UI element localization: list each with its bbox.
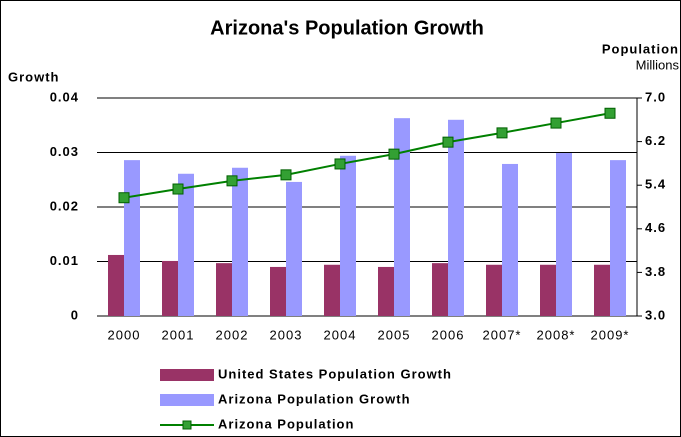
x-tick-label: 2008* <box>537 327 576 342</box>
bar <box>540 264 556 316</box>
bar <box>108 254 124 316</box>
x-tick-label: 2001 <box>162 327 195 342</box>
y2-tick-label: 4.6 <box>645 220 666 235</box>
bar <box>432 263 448 316</box>
legend-label: Arizona Population <box>218 416 354 431</box>
y-tick-label: 0 <box>71 307 79 322</box>
bar <box>270 266 286 316</box>
legend-marker <box>182 420 192 430</box>
bar <box>610 160 626 316</box>
line-marker <box>118 192 130 204</box>
chart-title: Arizona's Population Growth <box>210 17 484 39</box>
line-marker <box>388 148 400 160</box>
y-axis-title: Growth <box>8 69 60 84</box>
line-marker <box>172 183 184 195</box>
x-tick-label: 2002 <box>216 327 249 342</box>
bar <box>232 167 248 316</box>
legend-label: Arizona Population Growth <box>218 391 411 406</box>
bar <box>394 118 410 316</box>
line-marker <box>604 107 616 119</box>
y2-tick-label: 5.4 <box>645 177 666 192</box>
bar <box>556 153 572 316</box>
y2-axis-unit: Millions <box>636 57 680 72</box>
legend-swatch <box>160 394 214 406</box>
bar <box>378 266 394 316</box>
y2-axis-title: Population <box>602 41 679 56</box>
bar <box>340 155 356 316</box>
bar <box>162 260 178 316</box>
bar <box>124 160 140 316</box>
bar <box>324 264 340 316</box>
line-marker <box>442 136 454 148</box>
x-tick-label: 2005 <box>378 327 411 342</box>
bar <box>286 181 302 316</box>
line-marker <box>226 175 238 187</box>
legend-label: United States Population Growth <box>218 366 452 381</box>
y2-tick-label: 3.0 <box>645 307 666 322</box>
bar <box>178 173 194 316</box>
bar <box>594 264 610 316</box>
line-marker <box>496 127 508 139</box>
line-marker <box>550 117 562 129</box>
x-tick-label: 2000 <box>108 327 141 342</box>
y-tick-label: 0.03 <box>50 144 79 159</box>
y-tick-label: 0.02 <box>50 198 79 213</box>
bar <box>486 264 502 316</box>
x-tick-label: 2004 <box>324 327 357 342</box>
line-marker <box>334 158 346 170</box>
y2-tick-label: 3.8 <box>645 264 666 279</box>
x-tick-label: 2003 <box>270 327 303 342</box>
bar <box>502 163 518 316</box>
y-tick-label: 0.01 <box>50 253 79 268</box>
line-marker <box>280 169 292 181</box>
y2-tick-label: 6.2 <box>645 133 666 148</box>
legend-swatch <box>160 369 214 381</box>
x-tick-label: 2009* <box>591 327 630 342</box>
bar <box>448 119 464 316</box>
line <box>123 112 611 199</box>
x-tick-label: 2006 <box>432 327 465 342</box>
y-tick-label: 0.04 <box>50 89 79 104</box>
y2-tick-label: 7.0 <box>645 89 666 104</box>
bar <box>216 263 232 316</box>
x-tick-label: 2007* <box>483 327 522 342</box>
